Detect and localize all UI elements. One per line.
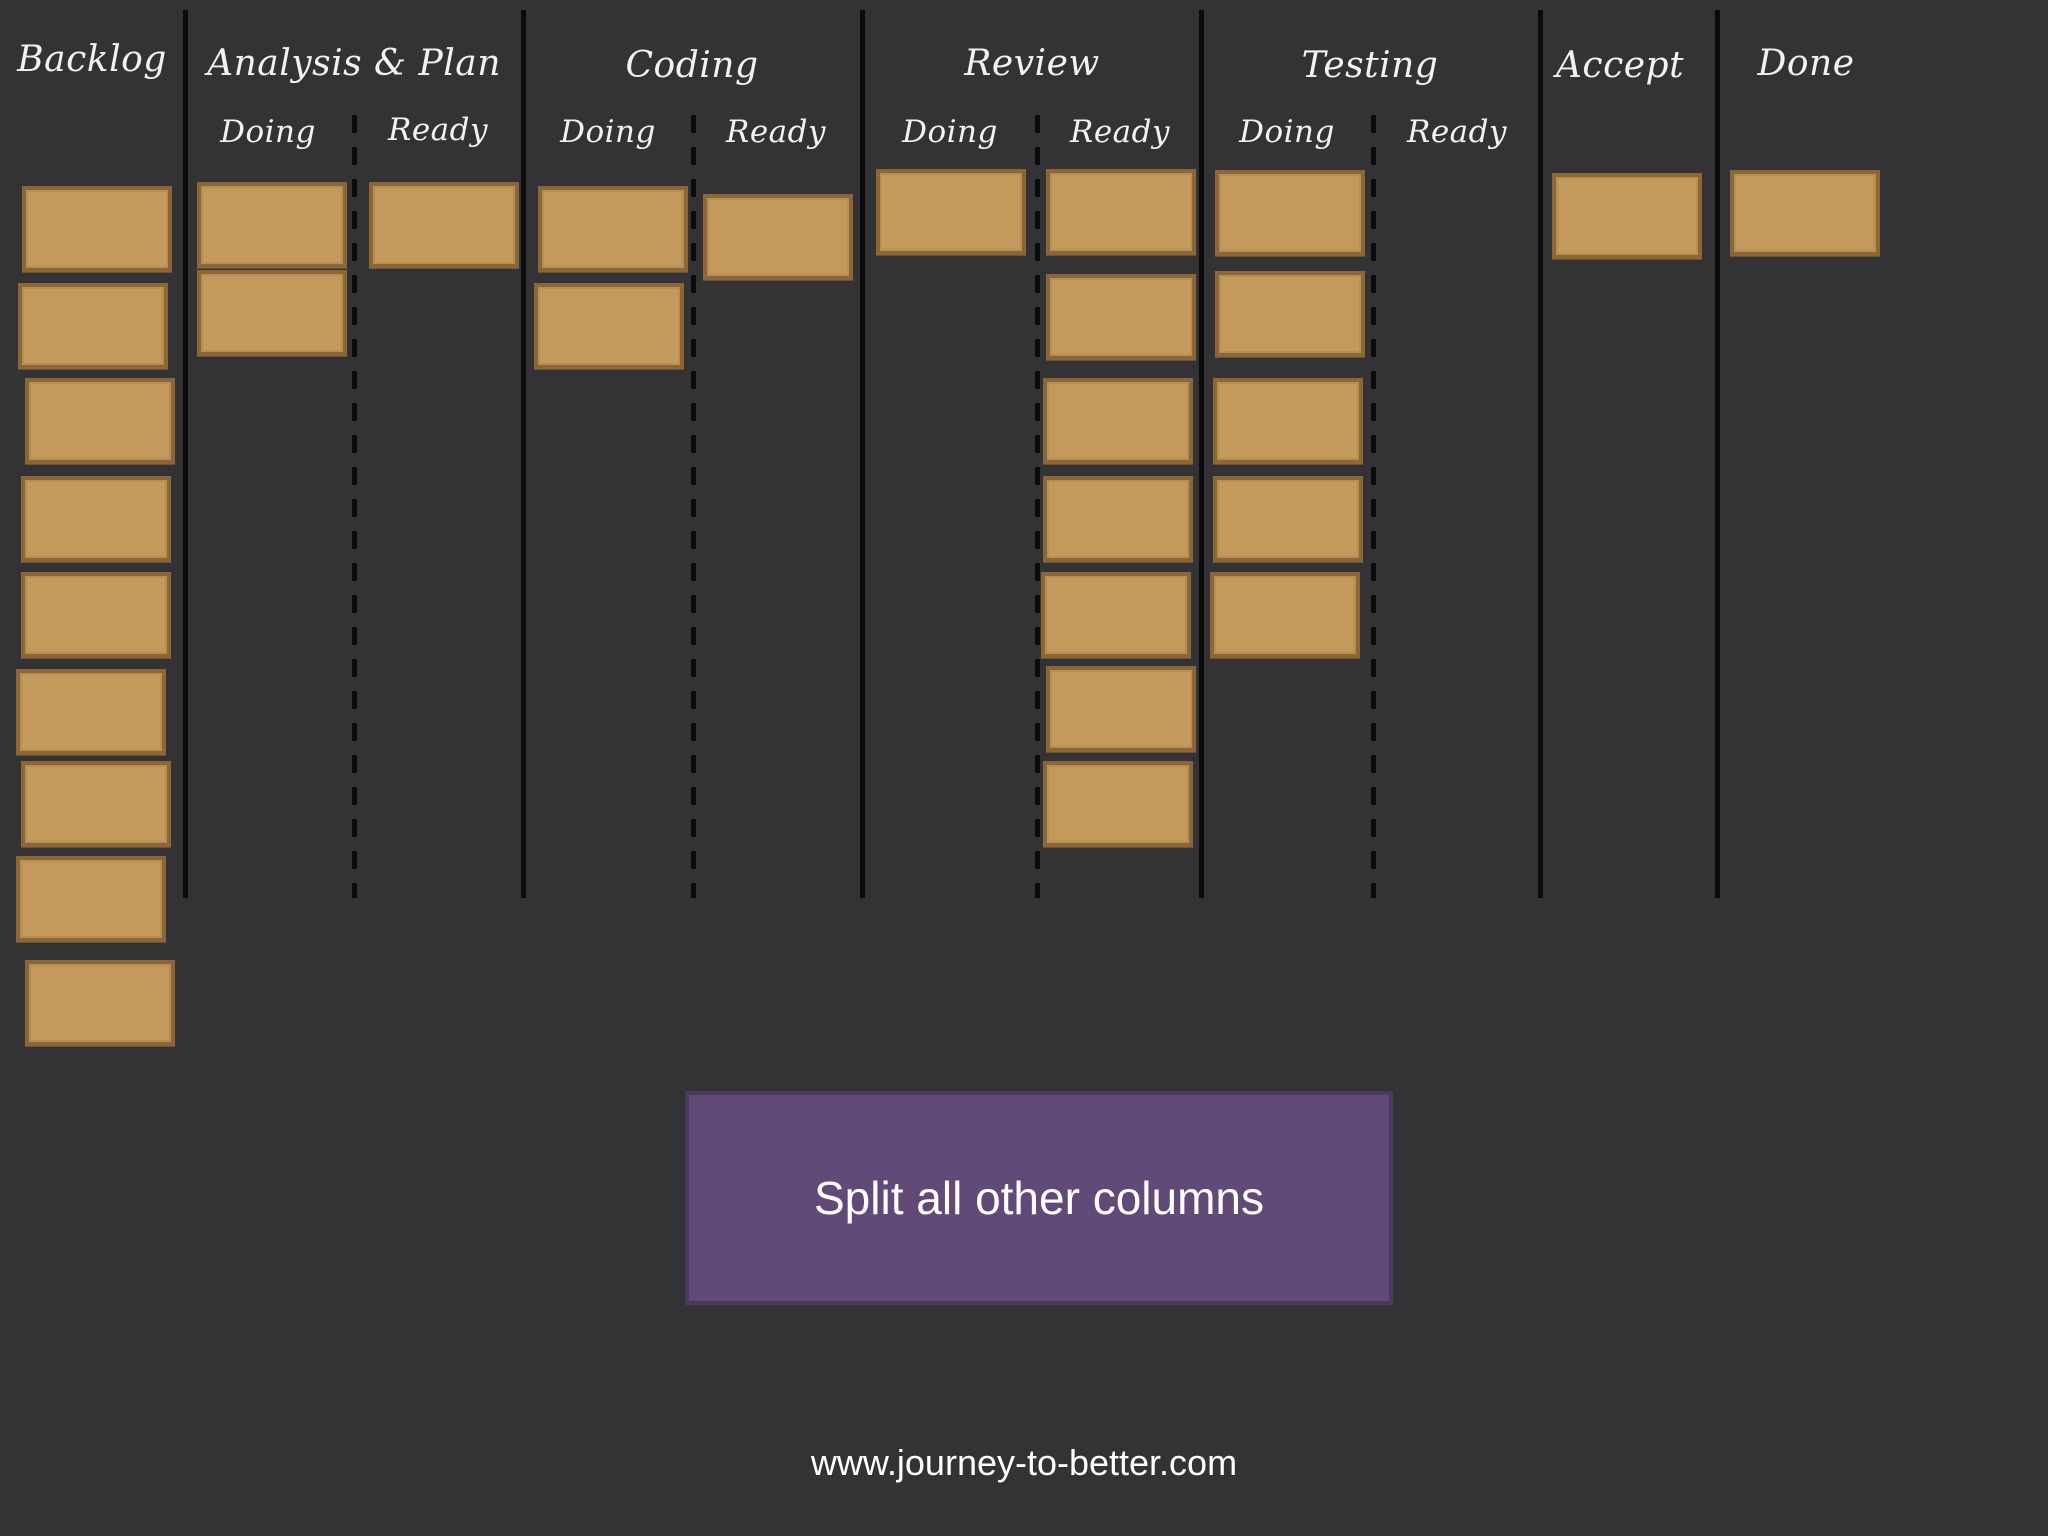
subcolumn-divider xyxy=(1035,115,1040,898)
card[interactable] xyxy=(197,270,347,356)
card[interactable] xyxy=(1213,476,1363,562)
subcolumn-header-analysis-doing: Doing xyxy=(220,114,316,150)
subcolumn-header-coding-ready: Ready xyxy=(725,114,827,150)
card[interactable] xyxy=(18,283,168,369)
subcolumn-divider xyxy=(691,115,696,898)
card[interactable] xyxy=(538,186,688,272)
column-divider xyxy=(1715,10,1720,898)
footer-url: www.journey-to-better.com xyxy=(810,1442,1238,1483)
card[interactable] xyxy=(534,283,684,369)
card[interactable] xyxy=(22,186,172,272)
card[interactable] xyxy=(16,669,166,755)
column-header-done: Done xyxy=(1757,43,1855,84)
subcolumn-header-review-doing: Doing xyxy=(902,114,998,150)
column-divider xyxy=(521,10,526,898)
column-header-accept: Accept xyxy=(1555,45,1685,86)
subcolumn-header-testing-ready: Ready xyxy=(1406,114,1508,150)
column-divider xyxy=(1538,10,1543,898)
column-header-backlog: Backlog xyxy=(17,39,167,80)
card[interactable] xyxy=(1043,378,1193,464)
card[interactable] xyxy=(1043,476,1193,562)
subcolumn-header-analysis-ready: Ready xyxy=(387,112,489,148)
subcolumn-header-coding-doing: Doing xyxy=(560,114,656,150)
card[interactable] xyxy=(1046,169,1196,255)
card[interactable] xyxy=(1046,666,1196,752)
subcolumn-header-testing-doing: Doing xyxy=(1239,114,1335,150)
card[interactable] xyxy=(369,182,519,268)
card[interactable] xyxy=(21,572,171,658)
card[interactable] xyxy=(1215,170,1365,256)
card[interactable] xyxy=(25,378,175,464)
column-divider xyxy=(183,10,188,898)
card[interactable] xyxy=(1046,274,1196,360)
card[interactable] xyxy=(1210,572,1360,658)
column-header-testing: Testing xyxy=(1301,45,1439,86)
subcolumn-header-review-ready: Ready xyxy=(1069,114,1171,150)
card[interactable] xyxy=(1730,170,1880,256)
card[interactable] xyxy=(25,960,175,1046)
card[interactable] xyxy=(1213,378,1363,464)
card[interactable] xyxy=(876,169,1026,255)
column-divider xyxy=(1199,10,1204,898)
card[interactable] xyxy=(16,856,166,942)
card[interactable] xyxy=(21,761,171,847)
column-header-coding: Coding xyxy=(625,45,759,86)
card[interactable] xyxy=(1041,572,1191,658)
subcolumn-divider xyxy=(352,115,357,898)
card[interactable] xyxy=(1043,761,1193,847)
callout-box: Split all other columns xyxy=(685,1091,1393,1305)
subcolumn-divider xyxy=(1371,115,1376,898)
card[interactable] xyxy=(197,182,347,268)
column-divider xyxy=(860,10,865,898)
card[interactable] xyxy=(1552,173,1702,259)
column-header-analysis-plan: Analysis & Plan xyxy=(207,43,501,84)
card[interactable] xyxy=(703,194,853,280)
card[interactable] xyxy=(21,476,171,562)
column-header-review: Review xyxy=(964,43,1100,84)
callout-text: Split all other columns xyxy=(814,1172,1264,1224)
card[interactable] xyxy=(1215,271,1365,357)
